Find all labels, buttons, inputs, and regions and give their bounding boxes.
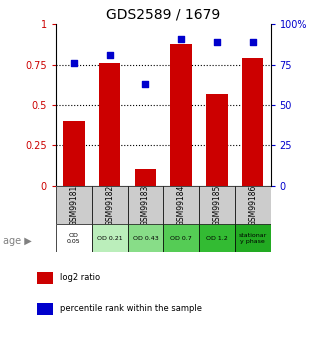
Text: age ▶: age ▶ bbox=[3, 237, 32, 246]
Text: log2 ratio: log2 ratio bbox=[60, 273, 100, 282]
Bar bbox=[235, 224, 271, 252]
Text: GSM99181: GSM99181 bbox=[69, 184, 78, 226]
Text: OD
0.05: OD 0.05 bbox=[67, 233, 81, 244]
Bar bbox=[170, 43, 192, 186]
Text: GSM99185: GSM99185 bbox=[212, 184, 221, 226]
Bar bbox=[235, 186, 271, 224]
Bar bbox=[206, 93, 228, 186]
Point bbox=[250, 39, 255, 45]
Text: stationar
y phase: stationar y phase bbox=[239, 233, 267, 244]
Bar bbox=[128, 224, 163, 252]
Text: percentile rank within the sample: percentile rank within the sample bbox=[60, 304, 202, 313]
Text: OD 0.21: OD 0.21 bbox=[97, 236, 123, 240]
Bar bbox=[99, 63, 120, 186]
Title: GDS2589 / 1679: GDS2589 / 1679 bbox=[106, 8, 220, 22]
Bar bbox=[199, 224, 235, 252]
Bar bbox=[199, 186, 235, 224]
Text: OD 0.43: OD 0.43 bbox=[132, 236, 158, 240]
Bar bbox=[163, 224, 199, 252]
Bar bbox=[92, 224, 128, 252]
Bar bbox=[63, 121, 85, 186]
Text: OD 1.2: OD 1.2 bbox=[206, 236, 228, 240]
Text: OD 0.7: OD 0.7 bbox=[170, 236, 192, 240]
Bar bbox=[37, 272, 53, 284]
Point bbox=[107, 52, 112, 58]
Text: GSM99183: GSM99183 bbox=[141, 184, 150, 226]
Bar bbox=[56, 224, 92, 252]
Bar bbox=[128, 186, 163, 224]
Text: GSM99184: GSM99184 bbox=[177, 184, 186, 226]
Bar bbox=[56, 186, 92, 224]
Text: GSM99182: GSM99182 bbox=[105, 184, 114, 226]
Bar bbox=[37, 303, 53, 315]
Bar bbox=[163, 186, 199, 224]
Point bbox=[71, 60, 76, 66]
Text: GSM99186: GSM99186 bbox=[248, 184, 257, 226]
Bar bbox=[242, 58, 263, 186]
Point bbox=[143, 81, 148, 87]
Point bbox=[179, 36, 183, 41]
Point bbox=[214, 39, 219, 45]
Bar bbox=[92, 186, 128, 224]
Bar bbox=[135, 169, 156, 186]
